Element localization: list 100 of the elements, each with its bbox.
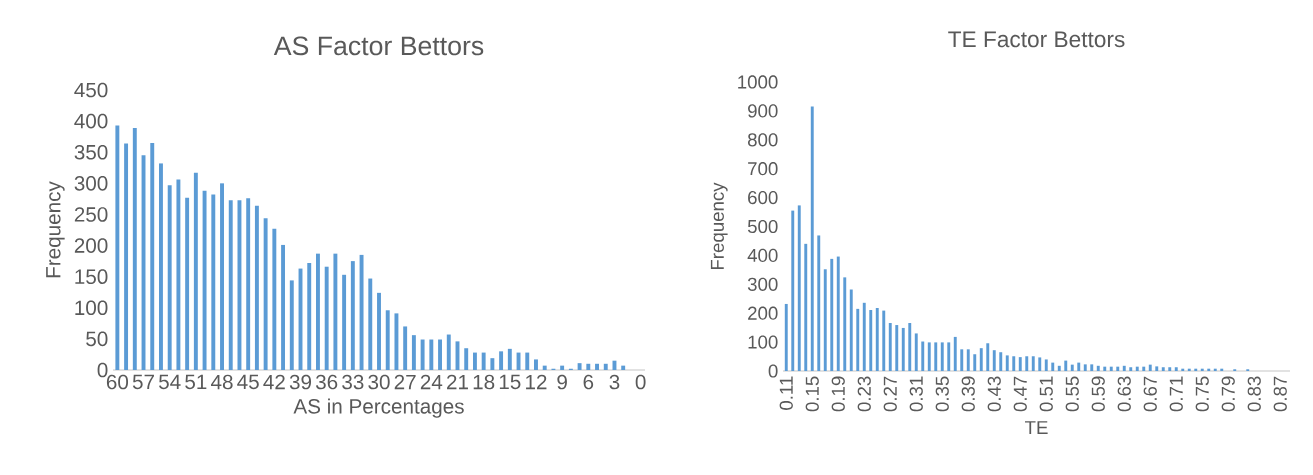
bar [246, 198, 251, 370]
x-tick-label: 0.67 [1143, 376, 1157, 412]
y-tick-label: 350 [74, 144, 108, 160]
bar [908, 323, 912, 371]
bar [263, 218, 268, 370]
bar [159, 163, 163, 370]
x-axis-title: AS in Percentages [293, 398, 464, 418]
bar [817, 235, 821, 371]
bar [124, 143, 129, 370]
bar [830, 258, 834, 371]
y-tick-label: 200 [74, 238, 108, 253]
bar [289, 280, 294, 370]
x-tick-label: 0.39 [961, 376, 975, 412]
bar [999, 352, 1003, 371]
x-tick-label: 12 [526, 374, 547, 390]
x-tick-label: 0.55 [1065, 376, 1079, 412]
y-tick-label: 100 [75, 300, 108, 316]
bar [586, 363, 591, 370]
x-tick-label: 0.51 [1039, 376, 1053, 412]
bar [525, 352, 530, 370]
bar [791, 210, 795, 371]
bar [1142, 366, 1146, 371]
y-tick-label: 700 [748, 162, 778, 176]
bar [836, 256, 840, 371]
bar [992, 350, 996, 371]
bar [472, 352, 477, 370]
bar [875, 308, 879, 371]
bar [411, 335, 416, 370]
x-tick-label: 27 [394, 374, 416, 390]
bar [1135, 366, 1139, 371]
bar [1070, 364, 1074, 371]
bar [1174, 367, 1178, 371]
bar [560, 365, 565, 370]
x-tick-label: 0.71 [1169, 376, 1183, 412]
bar [895, 325, 899, 371]
bar [1077, 362, 1081, 371]
bar [211, 194, 216, 370]
bar [1129, 367, 1133, 371]
x-tick-label: 0.27 [883, 376, 897, 412]
bar [1103, 366, 1107, 371]
bar [1064, 360, 1068, 371]
x-axis-title: TE [1025, 421, 1048, 435]
bar [1148, 364, 1152, 371]
bar [934, 342, 938, 371]
y-tick-label: 300 [747, 277, 778, 291]
bar [947, 342, 951, 371]
bar [176, 179, 181, 370]
x-tick-label: 36 [315, 374, 338, 390]
bar [784, 303, 788, 371]
x-tick-label: 0.23 [857, 376, 871, 412]
x-tick-label: 0.11 [779, 376, 793, 410]
y-tick-label: 400 [74, 113, 108, 129]
bar [281, 244, 286, 370]
x-tick-label: 45 [237, 374, 259, 390]
bar [464, 348, 469, 370]
bar [333, 253, 338, 370]
x-tick-label: 0 [635, 374, 646, 390]
bar [1038, 357, 1042, 371]
x-tick-label: 33 [342, 374, 364, 390]
bar [823, 269, 827, 371]
bar [167, 185, 172, 370]
y-tick-label: 300 [74, 176, 108, 191]
x-tick-label: 60 [106, 374, 129, 390]
bar [940, 342, 944, 371]
bar [359, 254, 364, 370]
bar [856, 308, 860, 371]
bar [966, 349, 970, 371]
y-axis-title: Frequency [710, 182, 728, 270]
bar [1051, 362, 1055, 371]
x-tick-label: 6 [583, 374, 594, 390]
bar [272, 228, 277, 370]
bar [150, 142, 155, 370]
y-tick-label: 900 [748, 104, 778, 118]
bar [1090, 364, 1094, 371]
bar [1155, 366, 1159, 371]
bar [237, 200, 242, 370]
bar [882, 310, 886, 371]
bar [577, 363, 582, 370]
bar [403, 326, 408, 370]
x-tick-label: 48 [211, 374, 233, 390]
x-tick-label: 18 [473, 374, 495, 390]
x-tick-label: 0.87 [1273, 376, 1287, 412]
y-tick-label: 500 [747, 219, 778, 234]
bar [429, 339, 434, 370]
y-tick-label: 450 [74, 82, 108, 98]
bar [490, 358, 495, 370]
x-tick-label: 42 [263, 374, 285, 390]
x-tick-label: 51 [185, 374, 207, 390]
bar [1116, 366, 1120, 371]
bar [973, 354, 977, 371]
x-tick-label: 0.47 [1013, 376, 1027, 412]
bar [342, 274, 347, 370]
bar [1018, 357, 1022, 371]
y-axis-title: Frequency [46, 181, 65, 278]
x-tick-label: 57 [132, 374, 154, 390]
chart-title: AS Factor Bettors [273, 36, 484, 56]
bar [1044, 359, 1048, 371]
bar [979, 348, 983, 371]
y-tick-label: 800 [747, 133, 778, 147]
bar [350, 261, 355, 370]
